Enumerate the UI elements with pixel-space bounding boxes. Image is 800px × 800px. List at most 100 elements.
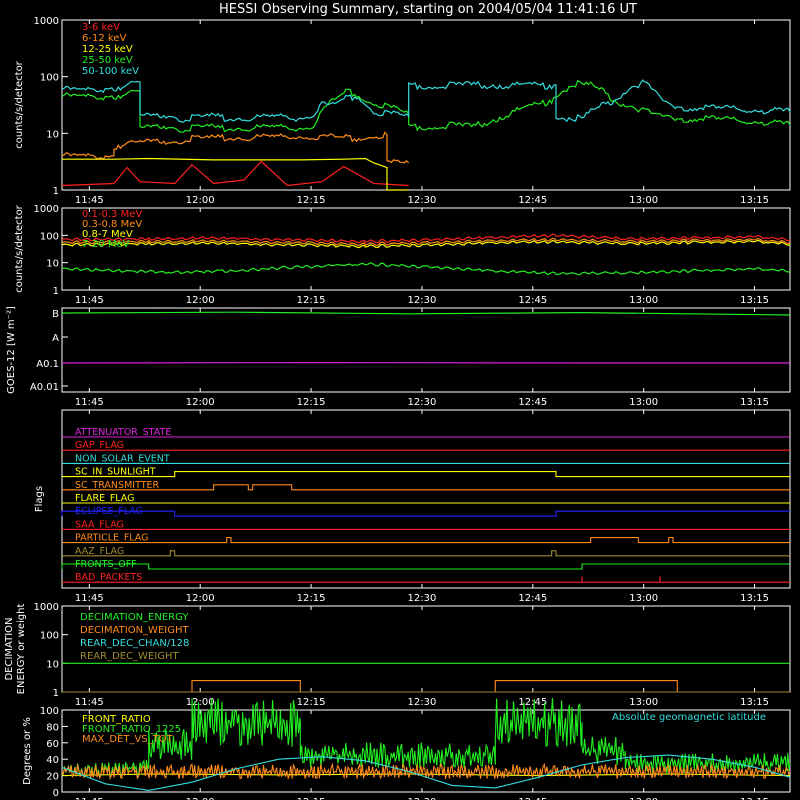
x-tick-label: 13:15 [740, 593, 769, 604]
legend-entry: FRONT_RATIO [82, 714, 151, 725]
y-tick-label: 10 [46, 659, 59, 670]
series-line [61, 754, 791, 791]
flag-label: SC_IN_SUNLIGHT [75, 467, 156, 478]
legend-entry: 3-6 keV [82, 22, 120, 33]
legend-entry: 25-50 keV [82, 55, 133, 66]
panel-ratios: 11:45 12:00 12:15 12:30 12:45 13:00 13:15 0 20 40… [22, 698, 791, 800]
legend-entry: REAR_DEC_WEIGHT [80, 651, 179, 662]
series-line [61, 79, 791, 133]
x-tick-label: 12:00 [186, 593, 215, 604]
plot-frame [61, 307, 791, 393]
x-tick-label: 12:00 [186, 295, 215, 306]
y-tick-label: A [52, 333, 59, 344]
series-line [61, 311, 791, 316]
series-line [61, 239, 791, 249]
x-tick-label: 12:00 [186, 397, 215, 408]
series-line [62, 157, 409, 191]
y-tick-label: 60 [46, 739, 59, 750]
y-tick-label: 10 [46, 129, 59, 140]
legend-entry: 0.3-0.8 MeV [82, 219, 142, 230]
panel-flags: 11:45 12:00 12:15 12:30 12:45 13:00 13:15 Flags… [34, 409, 791, 604]
y-tick-label: 100 [40, 706, 59, 717]
y-axis-label: GOES-12 [W m⁻²] [6, 306, 17, 394]
flag-trace [62, 537, 790, 544]
y-tick-label: 1 [53, 186, 59, 197]
x-tick-label: 11:45 [75, 593, 104, 604]
y-tick-label: 100 [40, 631, 59, 642]
x-tick-label: 13:00 [629, 295, 658, 306]
y-tick-label: 40 [46, 755, 59, 766]
y-tick-label: 10 [46, 259, 59, 270]
y-tick-label: 1 [53, 286, 59, 297]
legend-entry: 0.1-0.3 MeV [82, 209, 142, 220]
flag-label: SAA_FLAG [75, 519, 124, 530]
y-axis-label: Flags [34, 486, 45, 512]
legend-entry: 12-25 keV [82, 44, 133, 55]
x-tick-label: 12:45 [518, 593, 547, 604]
x-tick-label: 13:00 [629, 797, 658, 800]
y-tick-label: B [52, 309, 59, 320]
y-tick-label: A0.01 [30, 382, 59, 393]
legend-entry: 7-20 MeV [82, 239, 130, 250]
y-axis-label: DECIMATION [4, 617, 15, 680]
x-tick-label: 12:45 [518, 295, 547, 306]
x-tick-label: 12:00 [186, 697, 215, 708]
x-tick-label: 12:15 [297, 295, 326, 306]
y-axis-label: counts/s/detector [14, 204, 25, 292]
flag-trace [61, 563, 790, 570]
x-tick-label: 12:45 [518, 697, 547, 708]
plot-frame [61, 409, 791, 589]
x-tick-label: 12:30 [408, 295, 437, 306]
panel-goes: 11:45 12:00 12:15 12:30 12:45 13:00 13:15 A0.01… [6, 306, 791, 408]
flag-label: PARTICLE_FLAG [75, 533, 148, 544]
legend-entry: DECIMATION_WEIGHT [80, 625, 189, 636]
x-tick-label: 13:00 [629, 397, 658, 408]
flag-trace [61, 510, 790, 517]
flag-label: BAD_PACKETS [75, 572, 142, 583]
y-tick-label: 0 [53, 788, 59, 799]
plot-frame [61, 709, 791, 793]
plot-frame [61, 207, 791, 291]
x-tick-label: 13:15 [740, 797, 769, 800]
y-tick-label: 100 [40, 231, 59, 242]
y-axis-label: ENERGY or weight [16, 604, 27, 695]
series-line [61, 262, 791, 276]
x-tick-label: 12:00 [186, 797, 215, 800]
x-tick-label: 12:15 [297, 195, 326, 206]
y-tick-label: 100 [40, 73, 59, 84]
y-tick-label: 1 [53, 688, 59, 699]
y-tick-label: 1000 [34, 602, 59, 613]
panel-high-energy: 11:45 12:00 12:15 12:30 12:45 13:00 13:15 1 10 10… [14, 204, 791, 306]
x-tick-label: 12:00 [186, 195, 215, 206]
y-tick-label: 1000 [34, 16, 59, 27]
x-tick-label: 11:45 [75, 295, 104, 306]
x-tick-label: 12:30 [408, 697, 437, 708]
x-tick-label: 11:45 [75, 397, 104, 408]
x-tick-label: 11:45 [75, 797, 104, 800]
legend-entry: 0.8-7 MeV [82, 229, 133, 240]
legend-entry: MAX_DET_VS_TOT [82, 734, 174, 745]
legend-entry: DECIMATION_ENERGY [80, 612, 189, 623]
series-line [61, 79, 791, 123]
legend-entry: FRONT_RATIO_1225 [82, 724, 181, 735]
flag-label: AAZ_FLAG [75, 546, 124, 557]
legend-entry: REAR_DEC_CHAN/128 [80, 638, 189, 649]
annotation: Absolute geomagnetic latitude [612, 712, 766, 723]
x-tick-label: 13:15 [740, 195, 769, 206]
flag-trace [62, 576, 790, 583]
series-line [61, 237, 791, 247]
y-tick-label: 20 [46, 772, 59, 783]
x-tick-label: 12:15 [297, 697, 326, 708]
x-tick-label: 12:45 [518, 397, 547, 408]
x-tick-label: 12:45 [518, 195, 547, 206]
series-line [61, 160, 409, 187]
x-tick-label: 12:45 [518, 797, 547, 800]
series-line [61, 131, 410, 164]
x-tick-label: 11:45 [75, 195, 104, 206]
x-tick-label: 13:00 [629, 697, 658, 708]
x-tick-label: 13:15 [740, 397, 769, 408]
legend-entry: 50-100 keV [82, 66, 139, 77]
series-line [62, 680, 790, 693]
legend-entry: 6-12 keV [82, 33, 126, 44]
